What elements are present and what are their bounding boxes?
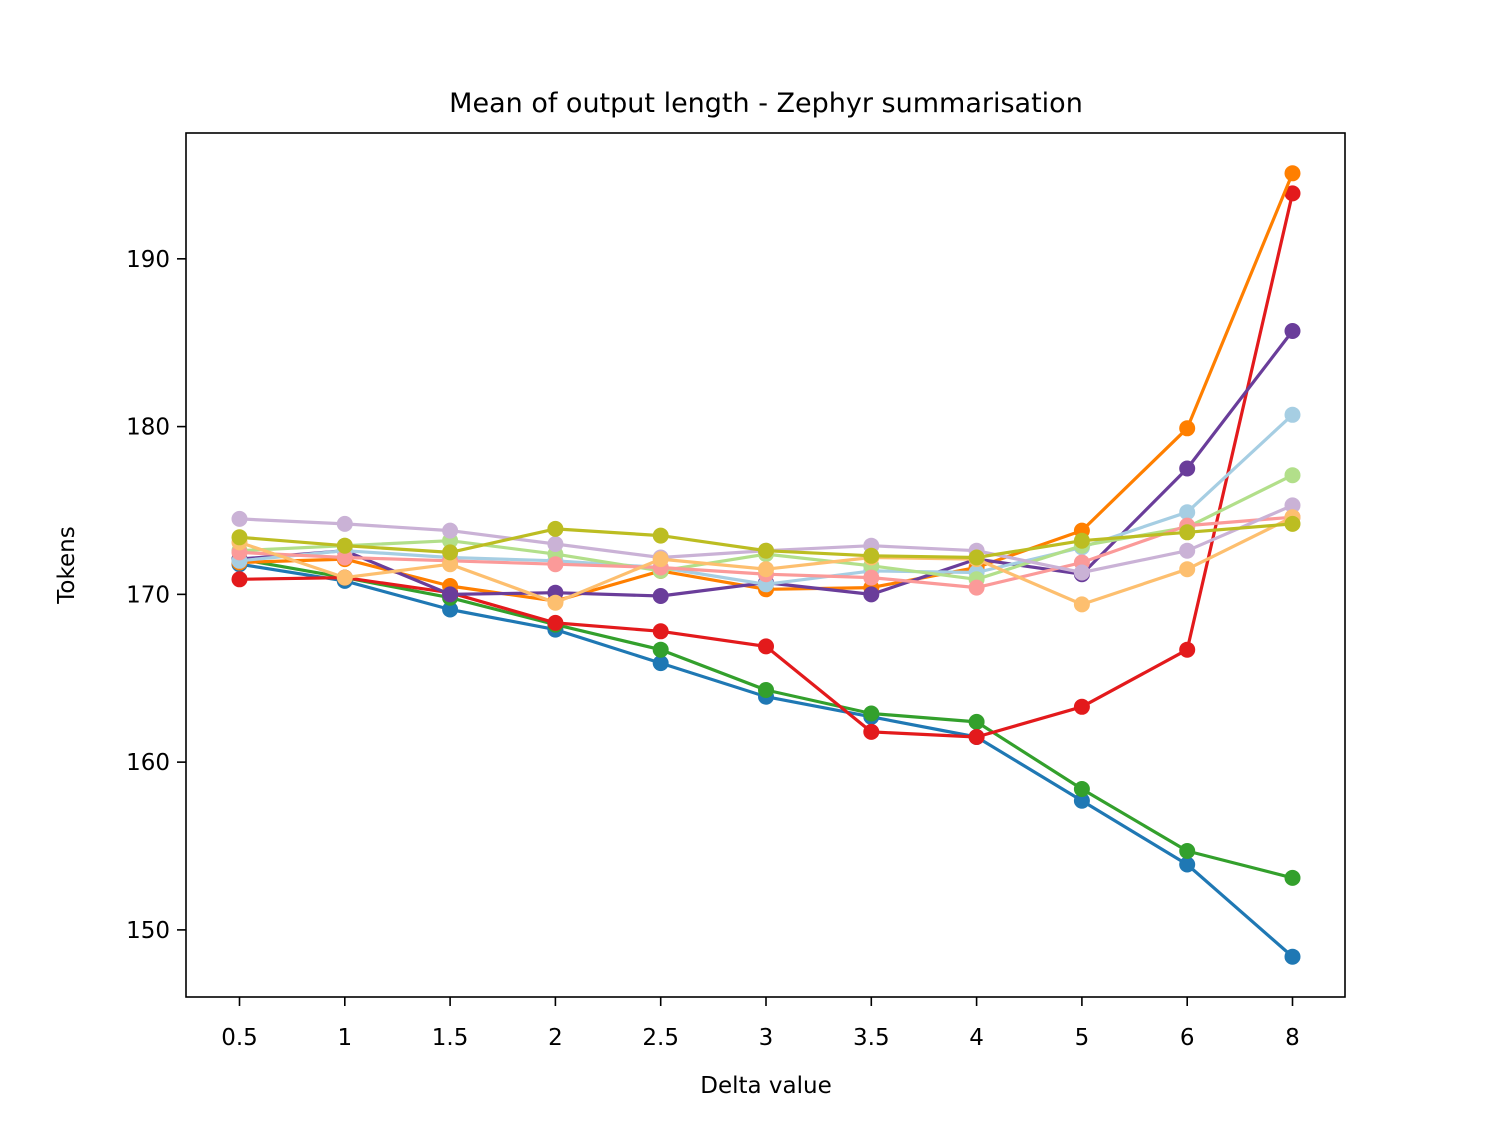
series-9-point	[231, 510, 248, 527]
series-5-point	[442, 586, 459, 603]
series-3-point	[652, 623, 669, 640]
series-11-point	[1179, 524, 1196, 541]
y-tick-label: 180	[126, 415, 170, 441]
series-2-point	[1073, 781, 1090, 797]
y-axis: 150 160 170 180 190	[126, 247, 186, 944]
x-axis: 0.5 1 1.5 2 2.5 3 3.5 4 5 6 8	[221, 997, 1300, 1051]
series-10-point	[336, 569, 353, 586]
series-2-point	[1284, 869, 1301, 886]
series-7-point	[1284, 467, 1301, 484]
series-3-point	[547, 614, 564, 631]
series-9-point	[1284, 497, 1301, 514]
series-9-point	[1179, 542, 1196, 559]
series-11-point	[863, 547, 880, 564]
y-axis-label: Tokens	[54, 526, 80, 604]
series-5-point	[1284, 323, 1301, 339]
series-8-point	[336, 549, 353, 566]
series-6-point	[1284, 406, 1301, 423]
series-9-point	[1073, 564, 1090, 581]
series-11-point	[1284, 515, 1301, 532]
series-11-point	[652, 527, 669, 544]
y-tick-label: 160	[126, 750, 170, 776]
series-11-point	[1073, 532, 1090, 549]
series-5-point	[1179, 460, 1196, 477]
series-3-point	[1284, 185, 1301, 202]
series-5-point	[652, 588, 669, 604]
series-9-point	[336, 515, 353, 532]
series-3-point	[1073, 698, 1090, 715]
x-tick-label: 0.5	[221, 1025, 258, 1051]
series-3-point	[968, 729, 985, 745]
series-1-point	[1284, 948, 1301, 965]
series-6-point	[1179, 504, 1196, 521]
x-tick-label: 3	[759, 1025, 774, 1051]
series-2-point	[863, 705, 880, 722]
plot-area	[231, 165, 1301, 965]
series-3-point	[758, 638, 774, 655]
x-tick-label: 2	[548, 1025, 563, 1051]
series-10-point	[442, 556, 459, 573]
series-5-point	[863, 586, 880, 603]
series-2-point	[968, 713, 985, 730]
y-tick-label: 150	[126, 918, 170, 944]
series-3	[231, 185, 1301, 745]
series-2-point	[652, 641, 669, 658]
x-axis-label: Delta value	[700, 1073, 832, 1099]
series-4-point	[1179, 420, 1196, 437]
x-tick-label: 6	[1180, 1025, 1195, 1051]
y-tick-label: 170	[126, 582, 170, 608]
series-2-point	[758, 682, 774, 698]
series-10-point	[547, 594, 564, 611]
series-11-point	[968, 549, 985, 566]
series-1-point	[652, 655, 669, 672]
series-9-point	[547, 536, 564, 552]
series-8-point	[547, 556, 564, 573]
series-11	[231, 515, 1301, 566]
series-3-point	[231, 571, 248, 588]
series-9-point	[442, 522, 459, 539]
y-tick-label: 190	[126, 247, 170, 273]
x-tick-label: 4	[969, 1025, 984, 1051]
series-3-point	[1179, 641, 1196, 658]
series-11-point	[547, 520, 564, 537]
x-tick-label: 1	[337, 1025, 352, 1051]
chart-title: Mean of output length - Zephyr summarisa…	[449, 88, 1083, 119]
series-8-point	[863, 569, 880, 586]
series-10-point	[758, 561, 774, 578]
x-tick-label: 2.5	[642, 1025, 679, 1051]
x-tick-label: 1.5	[432, 1025, 469, 1051]
series-8-point	[968, 579, 985, 596]
series-1-point	[1179, 856, 1196, 873]
series-11-point	[336, 537, 353, 554]
x-tick-label: 5	[1075, 1025, 1090, 1051]
series-10-point	[652, 551, 669, 568]
series-2-point	[1179, 843, 1196, 859]
series-3-point	[863, 723, 880, 740]
series-11-point	[758, 542, 774, 559]
series-1-point	[442, 601, 459, 618]
series-1-point	[1073, 792, 1090, 809]
series-4-point	[1284, 165, 1301, 182]
x-tick-label: 3.5	[853, 1025, 890, 1051]
series-11-point	[442, 544, 459, 561]
series-10-point	[1179, 561, 1196, 578]
series-10-point	[1073, 596, 1090, 613]
x-tick-label: 8	[1285, 1025, 1300, 1051]
series-11-point	[231, 529, 248, 546]
